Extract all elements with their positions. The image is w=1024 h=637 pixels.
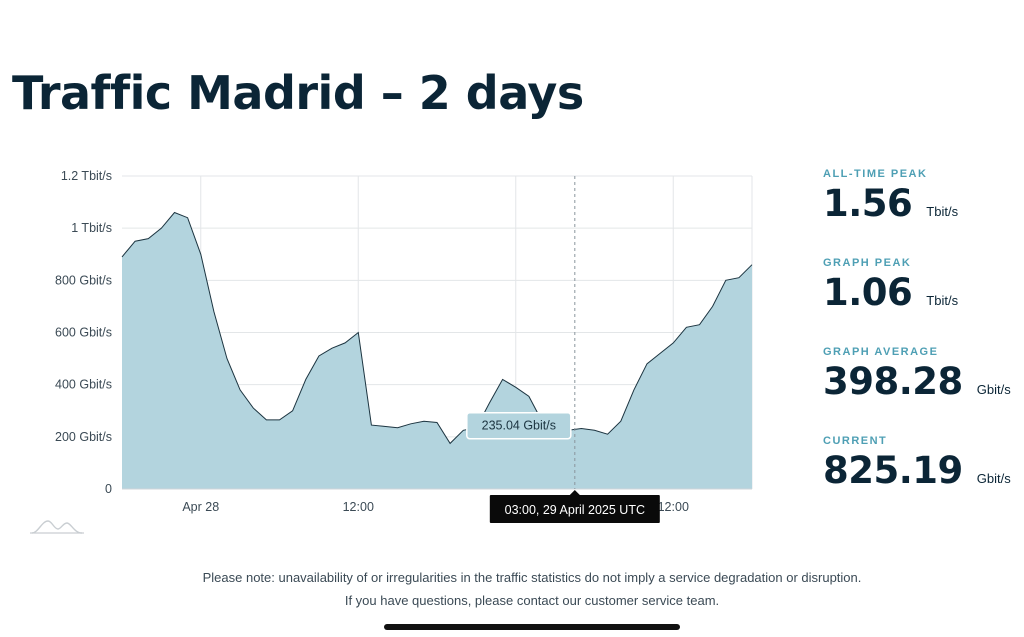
stat-value: 1.06 (823, 271, 913, 314)
chart-axes: 0 200 Gbit/s 400 Gbit/s 600 Gbit/s 800 Gbit/… (55, 169, 752, 514)
home-indicator[interactable] (384, 624, 680, 630)
contact-text: If you have questions, please contact ou… (344, 593, 720, 608)
y-tick-label: 800 Gbit/s (55, 273, 112, 287)
x-tick-label: Apr 28 (182, 500, 219, 514)
stats-panel: ALL-TIME PEAK 1.56 Tbit/s GRAPH PEAK 1.0… (823, 160, 1023, 516)
stat-label: GRAPH AVERAGE (823, 346, 939, 358)
tooltip-time-box (489, 495, 660, 523)
chart-tooltip: 235.04 Gbit/s 03:00, 29 April 2025 UTC (466, 176, 660, 523)
tooltip-value-box (466, 411, 572, 440)
y-tick-label: 600 Gbit/s (55, 326, 112, 340)
stat-label: GRAPH PEAK (823, 257, 912, 269)
stat-graph-peak: GRAPH PEAK 1.06 Tbit/s (823, 249, 1023, 338)
stat-unit: Gbit/s (976, 471, 1011, 486)
stat-value: 398.28 (823, 360, 963, 403)
y-tick-label: 200 Gbit/s (55, 430, 112, 444)
stat-value: 1.56 (823, 182, 913, 225)
traffic-line (121, 211, 753, 445)
y-tick-label: 400 Gbit/s (55, 378, 112, 392)
x-tick-label: 12:00 (658, 500, 689, 514)
y-tick-label: 1.2 Tbit/s (61, 169, 112, 183)
stat-unit: Tbit/s (926, 293, 959, 308)
tooltip-value-text: 235.04 Gbit/s (482, 419, 556, 433)
y-tick-label: 1 Tbit/s (71, 221, 112, 235)
stat-current: CURRENT 825.19 Gbit/s (823, 427, 1023, 516)
y-tick-label: 0 (105, 482, 112, 496)
stat-value: 825.19 (823, 449, 963, 492)
tooltip-time-pointer (569, 490, 580, 495)
x-tick-label: 12:00 (343, 500, 374, 514)
page-title: Traffic Madrid – 2 days (12, 66, 584, 120)
stat-label: ALL-TIME PEAK (823, 168, 928, 180)
stat-unit: Gbit/s (976, 382, 1011, 397)
stat-unit: Tbit/s (926, 204, 959, 219)
stat-label: CURRENT (823, 435, 888, 447)
stat-all-time-peak: ALL-TIME PEAK 1.56 Tbit/s (823, 160, 1023, 249)
traffic-area (122, 212, 752, 489)
disclaimer-text: Please note: unavailability of or irregu… (202, 570, 862, 585)
stat-graph-average: GRAPH AVERAGE 398.28 Gbit/s (823, 338, 1023, 427)
tooltip-time-text: 03:00, 29 April 2025 UTC (505, 503, 645, 517)
traffic-chart[interactable]: 0 200 Gbit/s 400 Gbit/s 600 Gbit/s 800 Gbit/… (0, 150, 800, 530)
mountain-logo-icon (30, 520, 84, 534)
